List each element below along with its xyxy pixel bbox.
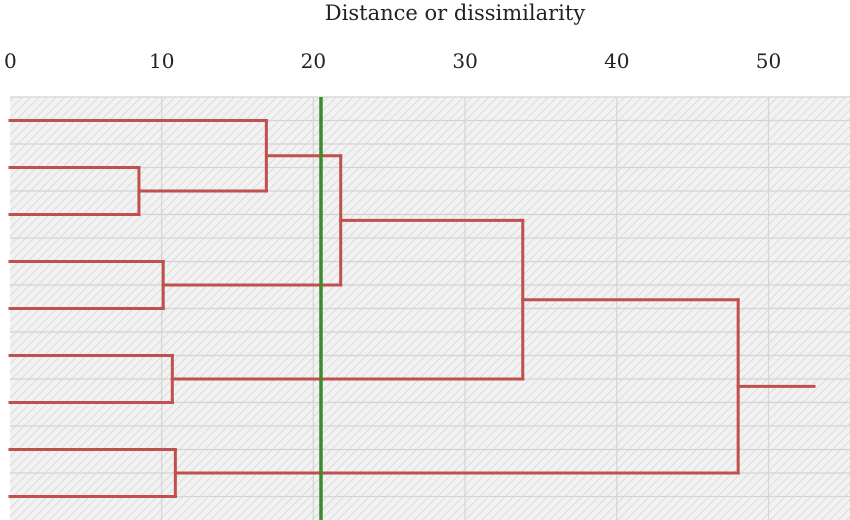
x-tick-label-10: 10 [149,49,174,73]
x-tick-labels: 0 10 20 30 40 50 [4,49,781,73]
x-tick-label-30: 30 [452,49,477,73]
x-axis-title: Distance or dissimilarity [325,1,586,25]
x-tick-label-50: 50 [756,49,781,73]
dendrogram-branches [8,119,816,498]
x-tick-label-40: 40 [604,49,629,73]
x-tick-label-0: 0 [4,49,17,73]
x-tick-label-20: 20 [301,49,326,73]
